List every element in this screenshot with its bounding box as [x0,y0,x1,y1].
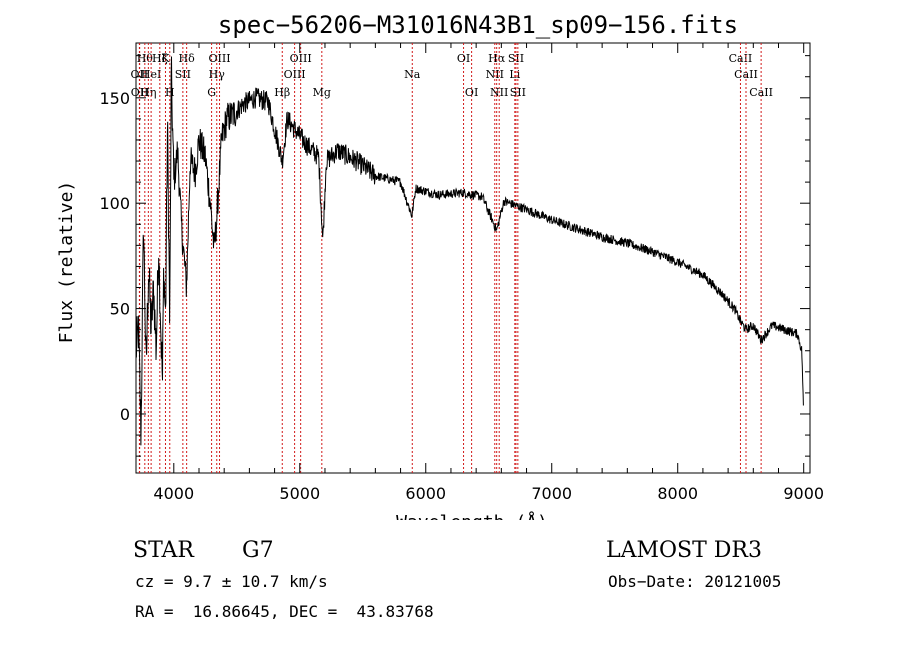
line-marker-label: OIII [284,68,306,81]
line-marker-label: Na [404,68,421,81]
y-tick-label: 0 [120,405,130,424]
line-marker-label: OII [131,86,149,99]
line-marker-label: Li [509,68,520,81]
y-tick-label: 50 [110,300,130,319]
spectrum-chart: OIIOIIHθHηHeIHζKHSIIHδGHγOIIIHβOIIIOIIIM… [56,11,824,520]
line-marker-label: NII [490,86,508,99]
line-marker-label: Hγ [209,68,226,81]
x-tick-label: 7000 [531,484,572,503]
y-tick-label: 150 [99,89,130,108]
line-marker-label: CaII [734,68,758,81]
axis-ticks: 4000 5000 6000 7000 8000 9000 0 50 100 150 [99,43,824,503]
line-marker-label: CaII [729,52,753,65]
line-marker-label: Hη [140,86,156,99]
line-marker-label: SII [510,86,526,99]
line-marker-label: SII [508,52,524,65]
y-tick-label: 100 [99,194,130,213]
spectrum-line [135,56,804,446]
line-marker-label: HeI [141,68,161,81]
plot-frame [135,42,811,474]
x-tick-label: 5000 [279,484,320,503]
line-marker-label: OII [131,68,149,81]
x-tick-label: 6000 [405,484,446,503]
line-marker-label: Hβ [274,86,290,99]
chart-title: spec−56206−M31016N43B1_sp09−156.fits [218,11,738,39]
line-marker-label: Hζ [152,52,168,65]
line-marker-label: OIII [208,52,230,65]
line-marker-label: Mg [313,86,331,99]
line-marker-label: OI [457,52,470,65]
sky-coordinates: RA = 16.86645, DEC = 43.83768 [135,602,434,621]
redshift-velocity: cz = 9.7 ± 10.7 km/s [135,572,328,591]
line-marker-label: OIII [290,52,312,65]
line-marker-label: OI [465,86,478,99]
object-class: STAR [133,538,194,563]
observation-date: Obs−Date: 20121005 [608,572,782,591]
line-markers: OIIOIIHθHηHeIHζKHSIIHδGHγOIIIHβOIIIOIIIM… [131,43,773,473]
y-axis-label: Flux (relative) [56,181,77,344]
x-tick-label: 4000 [153,484,194,503]
line-marker-label: Hδ [179,52,196,65]
x-tick-label: 8000 [657,484,698,503]
line-marker-label: NII [486,68,504,81]
line-marker-label: K [161,52,170,65]
survey-name: LAMOST DR3 [606,538,762,563]
line-marker-label: G [207,86,216,99]
line-marker-label: SII [175,68,191,81]
object-subclass: G7 [242,538,274,563]
line-marker-label: CaII [749,86,773,99]
line-marker-label: Hα [488,52,506,65]
x-axis-label: Wavelength (Å) [396,511,548,520]
line-marker-label: H [165,86,175,99]
x-tick-label: 9000 [783,484,824,503]
